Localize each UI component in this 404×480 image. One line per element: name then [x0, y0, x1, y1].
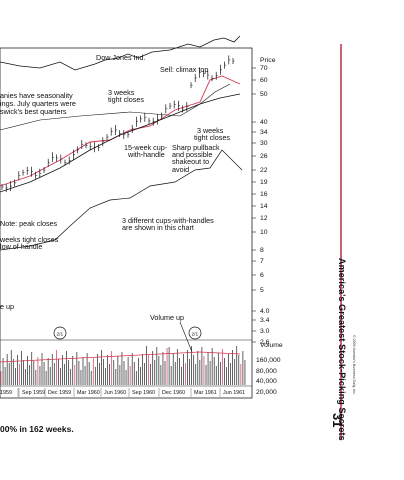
annotation-cup15_2: with-handle: [127, 150, 165, 159]
annotation-cup15_1: 15-week cup-: [124, 143, 168, 152]
moving-average-30wk-line: [0, 93, 241, 193]
price-tick-label: 16: [260, 191, 268, 198]
volume-tick-label: 40,000: [256, 378, 277, 385]
annotation-pullback3: shakeout to: [172, 157, 209, 166]
date-tick-label: Mar 1961: [194, 390, 217, 396]
date-tick-label: 1959: [0, 390, 12, 396]
annotation-pullback1: Sharp pullback: [172, 143, 220, 152]
price-tick-label: 50: [260, 91, 268, 98]
price-tick-label: 60: [260, 77, 268, 84]
annotation-note: Note: peak closes: [0, 219, 58, 228]
relative-strength-line: [0, 149, 243, 251]
price-axis: 70 60 50 40 34 30 26 22 19 16 14 12 10 8 7 6 5 4.0 3.4 3.0 2…: [252, 65, 270, 346]
price-tick-label: 30: [260, 140, 268, 147]
upper-trend-line: [0, 83, 231, 131]
split-label: 2/1: [57, 332, 64, 338]
dow-jones-line: [0, 35, 241, 71]
annotation-threeweeks_b1: 3 weeks: [197, 126, 224, 135]
price-bars: [0, 55, 235, 193]
volume-up-arrow: [179, 321, 193, 353]
annotation-seasonal2: ings. July quarters were: [0, 99, 76, 108]
date-tick-label: Mar 1960: [77, 390, 100, 396]
price-axis-label: Price: [260, 57, 276, 64]
volume-bars: [0, 346, 246, 385]
split-marker: [188, 326, 202, 340]
volume-tick-label: 20,000: [256, 389, 277, 396]
split-label: 2/1: [192, 332, 199, 338]
annotations: Sell: climax top anies have seasonalityin…: [0, 53, 230, 353]
annotation-weeks_tight2: low of handle: [0, 242, 42, 251]
annotation-sell: Sell: climax top: [160, 65, 208, 74]
chart-frame: [0, 47, 253, 399]
price-tick-label: 2.6: [260, 339, 270, 346]
price-tick-label: 10: [260, 229, 268, 236]
price-tick-label: 4.0: [260, 308, 270, 315]
annotation-cups2: are shown in this chart: [122, 223, 194, 232]
page-number: 31: [330, 413, 345, 428]
split-marker: [53, 326, 67, 340]
price-tick-label: 5: [260, 287, 264, 294]
date-tick-label: Jun 1960: [104, 390, 126, 396]
annotation-cups1: 3 different cups-with-handles: [122, 216, 214, 225]
volume-tick-label: 160,000: [256, 357, 281, 364]
price-tick-label: 8: [260, 247, 264, 254]
price-tick-label: 12: [260, 215, 268, 222]
price-tick-label: 70: [260, 65, 268, 72]
price-tick-label: 3.4: [260, 317, 270, 324]
annotation-volup: Volume up: [150, 313, 184, 322]
price-tick-label: 3.0: [260, 328, 270, 335]
annotation-eup: e up: [0, 302, 14, 311]
annotation-threeweeks_b2: tight closes: [194, 133, 230, 142]
annotation-weeks_tight1: weeks tight closes: [0, 235, 59, 244]
price-tick-label: 7: [260, 258, 264, 265]
series-label-dow: Dow Jones Ind.: [96, 53, 146, 62]
volume-axis: 160,000 80,000 40,000 20,000: [256, 357, 281, 396]
volume-average-line: [0, 351, 241, 363]
price-tick-label: 40: [260, 119, 268, 126]
figure-caption: 00% in 162 weeks.: [0, 424, 74, 434]
price-tick-label: 14: [260, 203, 268, 210]
date-tick-label: Sep 1960: [132, 390, 155, 396]
date-tick-label: Dec 1959: [48, 390, 71, 396]
annotation-threeweeks_a2: tight closes: [108, 95, 144, 104]
price-tick-label: 19: [260, 179, 268, 186]
sidebar-copyright: © 2009 Investor's Business Daily, Inc.: [352, 335, 356, 395]
date-tick-label: Sep 1959: [22, 390, 45, 396]
date-tick-label: Dec 1960: [162, 390, 185, 396]
date-tick-label: Jun 1961: [223, 390, 245, 396]
volume-tick-label: 80,000: [256, 368, 277, 375]
price-tick-label: 26: [260, 153, 268, 160]
annotation-seasonal1: anies have seasonality: [0, 91, 73, 100]
price-tick-label: 6: [260, 272, 264, 279]
price-tick-label: 22: [260, 167, 268, 174]
annotation-seasonal3: swick's best quarters: [0, 107, 67, 116]
price-tick-label: 34: [260, 129, 268, 136]
volume-axis-label: Volume: [260, 342, 283, 349]
annotation-threeweeks_a1: 3 weeks: [108, 88, 135, 97]
annotation-pullback2: and possible: [172, 150, 212, 159]
annotation-pullback4: avoid: [172, 165, 189, 174]
date-axis: 1959 Sep 1959 Dec 1959 Mar 1960 Jun 1960 Sep …: [0, 388, 245, 397]
